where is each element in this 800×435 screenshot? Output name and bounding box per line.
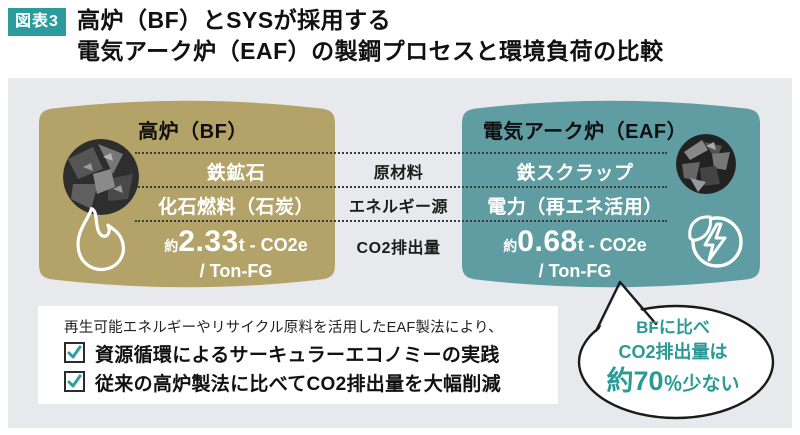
title-line-1: 高炉（BF）とSYSが採用する — [77, 7, 392, 33]
label-energy-source: エネルギー源 — [348, 199, 448, 216]
check-icon — [64, 371, 85, 392]
bf-rows: 鉄鉱石 化石燃料（石炭） 約2.33t - CO2e / Ton-FG — [140, 78, 332, 281]
benefits-intro: 再生可能エネルギーやリサイクル原料を活用したEAF製法により、 — [64, 320, 503, 336]
bubble-text: BFに比べ CO2排出量は 約70％少ない — [575, 316, 771, 401]
eaf-co2-approx: 約 — [503, 238, 518, 254]
bf-co2-number: 2.33 — [178, 225, 239, 258]
label-raw-material: 原材料 — [373, 165, 424, 182]
bf-energy-source: 化石燃料（石炭） — [157, 197, 314, 218]
scrap-metal-photo — [676, 134, 736, 194]
eaf-panel-title: 電気アーク炉（EAF） — [482, 121, 688, 143]
diagram-area: 高炉（BF） 鉄鉱石 化石燃料（石炭） — [8, 78, 792, 428]
eaf-co2-number: 0.68 — [517, 225, 578, 258]
dotted-separator-2 — [135, 186, 667, 188]
bf-co2-unit: t - CO2e — [238, 235, 308, 255]
bf-panel-title: 高炉（BF） — [138, 121, 248, 143]
renewable-energy-icon — [688, 215, 743, 268]
figure-badge: 図表3 — [8, 8, 66, 36]
dotted-separator-3 — [135, 220, 667, 222]
bubble-line-3-rest: ％少ない — [663, 374, 740, 395]
bubble-line-2: CO2排出量は — [618, 342, 728, 362]
eaf-rows: 鉄スクラップ 電力（再エネ活用） 約0.68t - CO2e / Ton-FG — [466, 78, 684, 281]
bubble-line-3-strong: 約70 — [606, 366, 664, 396]
label-co2: CO2排出量 — [356, 240, 441, 257]
eaf-co2-per: / Ton-FG — [538, 261, 612, 281]
bubble-line-1: BFに比べ — [636, 318, 710, 337]
benefit-item-2-label: 従来の高炉製法に比べてCO2排出量を大幅削減 — [95, 374, 501, 395]
page-title: 高炉（BF）とSYSが採用する 電気アーク炉（EAF）の製鋼プロセスと環境負荷の… — [77, 5, 664, 67]
iron-ore-photo — [63, 139, 139, 215]
bubble-line-3: 約70％少ない — [575, 365, 771, 401]
eaf-raw-material: 鉄スクラップ — [516, 163, 634, 184]
title-line-2: 電気アーク炉（EAF）の製鋼プロセスと環境負荷の比較 — [77, 38, 664, 64]
check-icon — [64, 342, 85, 363]
bf-co2-approx: 約 — [164, 238, 179, 254]
bf-raw-material: 鉄鉱石 — [206, 163, 266, 184]
bf-co2-per: / Ton-FG — [199, 261, 273, 281]
dotted-separator-1 — [135, 152, 667, 154]
benefits-box: 再生可能エネルギーやリサイクル原料を活用したEAF製法により、 資源循環によるサ… — [38, 306, 558, 404]
flame-icon — [76, 207, 125, 272]
eaf-co2-unit: t - CO2e — [577, 235, 647, 255]
speech-bubble — [577, 280, 775, 420]
eaf-energy-source: 電力（再エネ活用） — [487, 197, 663, 218]
benefit-item-1-label: 資源循環によるサーキュラーエコノミーの実践 — [95, 345, 500, 366]
eaf-co2-value: 約0.68t - CO2e — [466, 225, 684, 259]
bf-co2-value: 約2.33t - CO2e — [140, 225, 332, 259]
